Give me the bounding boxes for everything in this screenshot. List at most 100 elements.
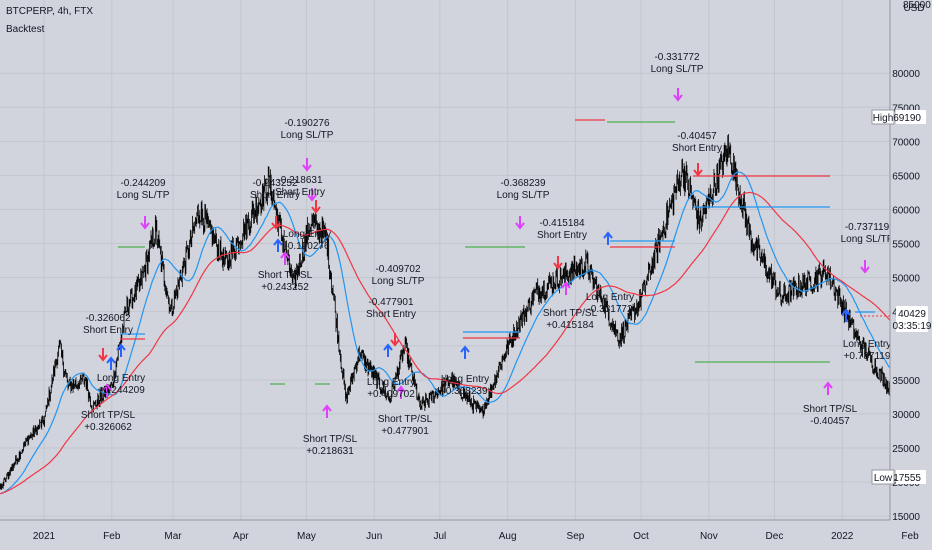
time-label: Oct	[633, 531, 649, 542]
trade-levels	[118, 119, 875, 385]
symbol-title[interactable]: BTCPERP, 4h, FTX	[6, 6, 94, 17]
arrow-head	[603, 231, 613, 239]
trade-annotation: Short TP/SL+0.218631	[303, 434, 358, 457]
annotation-line: -0.368239	[442, 386, 487, 397]
signal-arrow	[553, 256, 563, 270]
annotation-line: Long SL/TP	[497, 190, 550, 201]
time-label: Apr	[233, 531, 249, 542]
annotation-line: Short TP/SL	[803, 404, 858, 415]
arrow-head	[106, 356, 116, 364]
time-axis: 2021 Feb Mar Apr May Jun Jul Aug Sep Oct Nov Dec 202…	[0, 519, 919, 550]
price-label: 30000	[892, 410, 920, 421]
arrow-head	[116, 343, 126, 351]
price-label-top: 85000	[903, 0, 931, 11]
time-label: 2021	[33, 531, 56, 542]
price-label: 70000	[892, 137, 920, 148]
signal-arrow	[106, 356, 116, 370]
low-value-box	[896, 470, 926, 484]
annotation-line: -0.415184	[539, 218, 584, 229]
signal-arrow	[390, 333, 400, 347]
annotation-line: +0.218631	[306, 446, 354, 457]
annotation-line: Long SL/TP	[841, 234, 894, 245]
price-label: 15000	[892, 512, 920, 523]
annotation-line: -0.243252	[252, 178, 297, 189]
indicator-title[interactable]: Backtest	[6, 24, 45, 35]
countdown: 03:35:19	[893, 321, 932, 332]
time-label: Dec	[766, 531, 784, 542]
arrow-head	[140, 222, 150, 230]
annotation-line: Long Entry	[283, 229, 331, 240]
annotation-line: -0.477901	[368, 297, 413, 308]
trade-annotation: Short TP/SL+0.243252	[258, 270, 313, 293]
annotation-line: -0.190276	[284, 241, 329, 252]
annotation-line: -0.244209	[120, 178, 165, 189]
price-label: 60000	[892, 205, 920, 216]
time-label: Sep	[567, 531, 585, 542]
annotation-line: +0.244209	[97, 385, 145, 396]
signal-arrow	[823, 381, 833, 395]
trade-annotation: Long Entry-0.190276	[283, 229, 331, 252]
trade-annotation: Short TP/SL+0.477901	[378, 414, 433, 437]
price-label: 35000	[892, 376, 920, 387]
annotation-line: -0.409702	[375, 264, 420, 275]
annotation-line: +0.737119	[844, 351, 891, 362]
signal-arrow	[673, 88, 683, 102]
trade-annotation: Short TP/SL+0.415184	[543, 308, 598, 331]
high-value-box	[896, 110, 926, 124]
annotation-line: Short TP/SL	[543, 308, 598, 319]
price-label: 65000	[892, 171, 920, 182]
signal-arrow	[860, 260, 870, 274]
signal-arrow	[693, 163, 703, 177]
signal-arrow	[841, 308, 851, 322]
arrow-head	[273, 238, 283, 246]
annotation-line: -0.218631	[277, 175, 322, 186]
annotation-line: Short Entry	[366, 309, 416, 320]
arrow-head	[98, 354, 108, 362]
annotation-line: Long SL/TP	[281, 130, 334, 141]
arrow-head	[561, 281, 571, 289]
high-tag: High	[873, 113, 894, 124]
price-axis-bg	[890, 0, 932, 550]
annotation-line: -0.40457	[810, 416, 850, 427]
arrow-head	[460, 345, 470, 353]
annotation-line: -0.737119	[845, 222, 890, 233]
high-value: 69190	[893, 113, 921, 124]
signal-arrow	[383, 343, 393, 357]
arrow-head	[841, 308, 851, 316]
time-label: Aug	[499, 531, 517, 542]
last-price-box	[896, 306, 928, 332]
low-value: 17555	[893, 473, 921, 484]
time-axis-bg	[0, 520, 890, 550]
annotation-line: +0.477901	[381, 426, 429, 437]
signal-arrow	[322, 404, 332, 418]
time-label: 2022	[831, 531, 854, 542]
signal-arrow	[102, 383, 112, 397]
signal-arrow	[603, 231, 613, 245]
annotation-line: Short Entry	[537, 230, 587, 241]
arrow-head	[311, 206, 321, 214]
price-label: 55000	[892, 240, 920, 251]
arrow-head	[673, 94, 683, 102]
signal-arrow	[302, 158, 312, 172]
slow-ma-line	[0, 191, 932, 495]
arrow-head	[307, 194, 317, 202]
annotation-line: Short Entry	[672, 143, 722, 154]
signal-arrow	[311, 200, 321, 214]
trade-annotation: Short TP/SL+0.326062	[81, 410, 136, 433]
annotation-line: Short TP/SL	[258, 270, 313, 281]
arrow-head	[280, 251, 290, 259]
annotation-line: Short TP/SL	[81, 410, 136, 421]
high-tag-box	[871, 109, 895, 125]
price-label: 80000	[892, 69, 920, 80]
